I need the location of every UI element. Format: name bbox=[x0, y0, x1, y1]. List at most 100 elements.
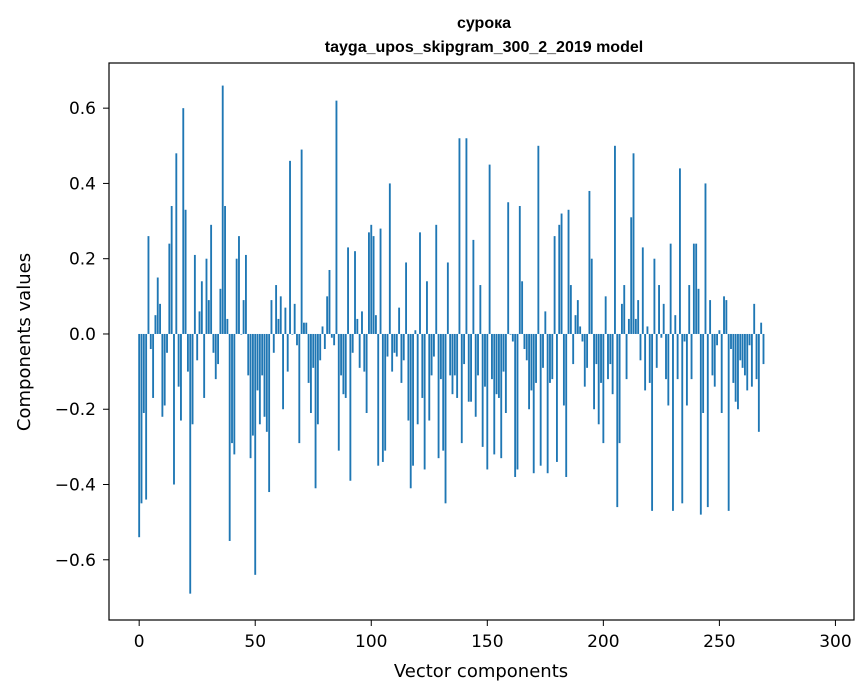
bar-183 bbox=[562, 333, 565, 406]
bar-112 bbox=[398, 307, 401, 334]
bar-73 bbox=[307, 333, 310, 383]
bar-47 bbox=[247, 333, 250, 376]
bar-14 bbox=[170, 206, 173, 334]
bar-84 bbox=[333, 333, 336, 346]
bar-30 bbox=[207, 300, 210, 334]
x-tick-label: 150 bbox=[471, 632, 503, 652]
bar-197 bbox=[595, 333, 598, 365]
bar-50 bbox=[254, 333, 257, 575]
bar-189 bbox=[576, 300, 579, 334]
bar-119 bbox=[414, 330, 417, 334]
bar-55 bbox=[265, 333, 268, 432]
bar-188 bbox=[574, 315, 577, 334]
bar-38 bbox=[226, 318, 229, 334]
bar-186 bbox=[569, 285, 572, 334]
bar-156 bbox=[500, 333, 503, 459]
bar-131 bbox=[442, 333, 445, 451]
bar-90 bbox=[347, 247, 349, 334]
bar-148 bbox=[481, 333, 484, 447]
bar-92 bbox=[351, 333, 354, 353]
bar-185 bbox=[567, 209, 570, 334]
bar-254 bbox=[727, 333, 730, 511]
bar-252 bbox=[723, 296, 725, 334]
bar-57 bbox=[270, 300, 273, 334]
bar-95 bbox=[358, 333, 361, 368]
bar-138 bbox=[458, 138, 461, 334]
bar-263 bbox=[748, 333, 751, 346]
bar-172 bbox=[537, 145, 540, 334]
bar-146 bbox=[477, 333, 479, 376]
bar-42 bbox=[235, 258, 238, 334]
chart-title: сурока bbox=[457, 15, 511, 32]
bar-63 bbox=[284, 307, 287, 334]
bar-40 bbox=[231, 333, 233, 444]
bar-71 bbox=[303, 322, 305, 334]
bar-257 bbox=[734, 333, 737, 402]
bar-168 bbox=[528, 333, 531, 410]
bar-82 bbox=[328, 269, 331, 334]
bar-132 bbox=[444, 333, 447, 504]
bar-108 bbox=[388, 183, 391, 334]
bar-86 bbox=[337, 333, 340, 451]
bar-145 bbox=[474, 333, 477, 417]
bar-173 bbox=[539, 333, 542, 466]
bar-27 bbox=[200, 281, 203, 334]
bar-160 bbox=[509, 333, 512, 335]
bar-221 bbox=[651, 333, 654, 511]
bar-140 bbox=[463, 333, 466, 365]
bar-24 bbox=[193, 254, 196, 334]
bar-3 bbox=[145, 333, 148, 500]
bar-163 bbox=[516, 333, 519, 470]
bar-167 bbox=[525, 333, 528, 361]
bar-65 bbox=[289, 160, 291, 334]
bar-175 bbox=[544, 311, 547, 334]
bar-261 bbox=[743, 333, 746, 376]
x-tick-label: 250 bbox=[703, 632, 735, 652]
bar-224 bbox=[658, 285, 660, 334]
bar-99 bbox=[368, 232, 370, 334]
bar-204 bbox=[611, 333, 614, 395]
bar-223 bbox=[655, 333, 658, 368]
bar-228 bbox=[667, 333, 670, 406]
bar-134 bbox=[449, 333, 452, 376]
bar-182 bbox=[560, 213, 563, 334]
bar-118 bbox=[412, 333, 414, 466]
bar-0 bbox=[138, 333, 141, 538]
x-tick-label: 50 bbox=[244, 632, 266, 652]
bar-171 bbox=[535, 333, 537, 383]
bar-153 bbox=[493, 333, 496, 455]
bar-12 bbox=[166, 333, 168, 353]
bar-107 bbox=[386, 333, 389, 357]
bar-236 bbox=[685, 333, 688, 406]
bar-258 bbox=[737, 333, 739, 410]
bar-31 bbox=[210, 224, 213, 334]
bar-19 bbox=[182, 108, 185, 334]
y-tick-label: 0.4 bbox=[69, 174, 96, 194]
bar-178 bbox=[551, 333, 554, 380]
bar-35 bbox=[219, 288, 222, 334]
bar-144 bbox=[472, 239, 475, 334]
bar-217 bbox=[641, 247, 644, 334]
bar-98 bbox=[365, 333, 368, 413]
bar-series bbox=[138, 85, 765, 594]
bar-66 bbox=[291, 333, 294, 335]
bar-104 bbox=[379, 228, 382, 334]
bar-242 bbox=[699, 333, 702, 515]
bar-147 bbox=[479, 285, 482, 334]
bar-155 bbox=[497, 333, 500, 398]
bar-113 bbox=[400, 333, 403, 383]
bar-176 bbox=[546, 333, 549, 474]
y-tick-label: 0.0 bbox=[69, 325, 96, 345]
bar-94 bbox=[356, 318, 359, 334]
bar-157 bbox=[502, 333, 505, 372]
bar-222 bbox=[653, 258, 656, 334]
bar-4 bbox=[147, 236, 150, 334]
bar-103 bbox=[377, 333, 380, 466]
bar-229 bbox=[669, 243, 672, 334]
bar-154 bbox=[495, 333, 498, 395]
bar-93 bbox=[354, 251, 356, 334]
bar-76 bbox=[314, 333, 317, 489]
bar-161 bbox=[511, 333, 514, 342]
bar-177 bbox=[549, 333, 551, 383]
